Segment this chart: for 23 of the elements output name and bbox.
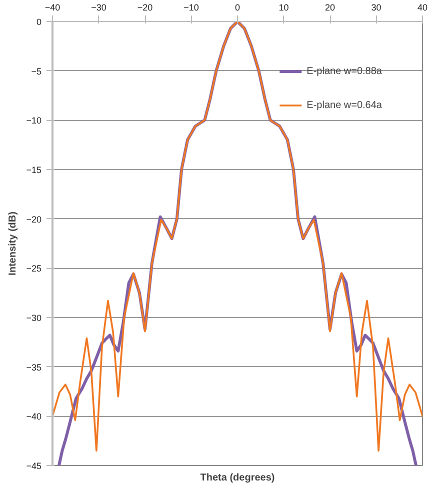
x-tick-label: 0 [234,2,240,12]
x-tick-label: 30 [371,2,382,12]
legend-label: E-plane w=0.64a [306,100,382,110]
y-tick-label: −10 [26,116,42,126]
y-tick-label: −25 [26,264,42,274]
y-tick-label: −30 [26,313,42,323]
x-axis-title: Theta (degrees) [200,472,275,484]
y-tick-label: −40 [26,412,42,422]
y-tick-label: −5 [31,66,42,76]
y-tick-label: 0 [36,17,42,27]
y-tick-label: −35 [26,362,42,372]
y-tick-label: −20 [26,214,42,224]
y-axis-title: Intensity (dB) [8,212,18,276]
x-tick-label: −40 [44,2,60,12]
x-tick-label: −10 [184,2,199,12]
y-tick-label: −15 [26,165,42,175]
x-tick-label: −20 [137,2,153,12]
x-tick-label: −30 [91,2,106,12]
x-tick-label: 40 [417,2,428,12]
legend-label: E-plane w=0.88a [306,66,382,76]
y-tick-label: −45 [26,461,42,471]
x-tick-label: 20 [324,2,336,12]
x-tick-label: 10 [278,2,289,12]
